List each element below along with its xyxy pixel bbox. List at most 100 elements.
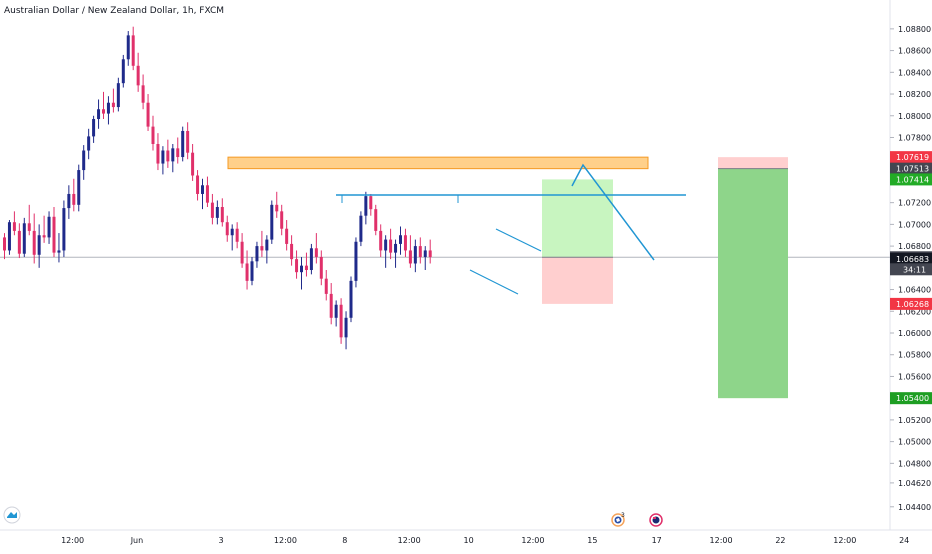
candle-body [92,119,96,137]
price-tick-label: 1.05200 [898,416,931,425]
candle-body [171,148,175,162]
candle-body [418,246,422,257]
candle-body [295,259,299,273]
price-badge-label: 1.06268 [896,300,929,309]
candle-body [275,204,279,212]
candle-body [146,102,150,127]
candle-body [161,150,165,164]
candle-body [230,228,234,236]
candle-body [408,250,412,264]
price-tick-label: 1.06800 [898,242,931,251]
candle-body [250,261,254,281]
candle-body [413,246,417,264]
candle-body [102,109,105,114]
candle-body [210,202,214,218]
candle-body [205,185,209,203]
wedge-lower-line[interactable] [469,269,519,295]
time-tick-label: 15 [587,536,597,545]
candle-body [220,207,224,223]
candle-body [151,126,155,144]
price-tick-label: 1.07000 [898,220,931,229]
time-tick-label: 12:00 [398,536,421,545]
candle-body [196,175,200,194]
price-tick-label: 1.08200 [898,90,931,99]
price-tick-label: 1.08600 [898,47,931,56]
resistance-zone[interactable] [227,156,649,170]
target-position-profit-zone[interactable] [718,168,788,399]
candle-body [399,235,402,244]
price-badge [890,252,932,265]
candle-body [290,243,294,260]
price-badge-label: 1.07619 [896,153,929,162]
trend-lines-layer[interactable] [336,163,686,295]
candle-body [12,222,16,231]
price-tick-label: 1.06200 [898,307,931,316]
candle-body [201,185,204,194]
candle-body [319,256,323,279]
candle-body [225,222,229,236]
wedge-upper-line[interactable] [495,228,542,252]
candle-body [359,215,363,242]
candle-body [27,223,31,231]
candle-body [354,241,358,281]
candle-body [215,207,219,218]
candle-body [67,193,71,209]
candle-body [379,230,383,251]
candle-body [285,228,289,244]
price-badge [890,392,932,405]
candle-body [52,216,56,253]
candle-body [280,211,284,229]
candle-body [245,263,249,281]
price-tick-label: 1.05000 [898,438,931,447]
price-tick-label: 1.07800 [898,133,931,142]
candle-body [121,59,125,84]
price-tick-label: 1.05800 [898,351,931,360]
candle-body [126,35,130,60]
projected-path-line[interactable] [571,163,655,261]
candle-body [314,248,318,257]
candle-body [403,235,407,251]
tradingview-logo-icon[interactable] [3,506,21,524]
candle-body [309,248,313,270]
price-tick-label: 1.07200 [898,199,931,208]
candles-layer [3,26,432,350]
candle-body [329,293,333,318]
candle-body [384,239,388,251]
candle-body [82,150,86,171]
candle-body [186,130,190,153]
candle-body [324,278,328,294]
candle-body [255,246,259,262]
price-tick-label: 1.04620 [898,479,931,488]
candle-body [77,170,81,205]
candle-body [47,216,51,238]
economic-event-flag-icon[interactable] [649,513,663,527]
price-tick-label: 1.04800 [898,459,931,468]
candle-body [339,304,343,338]
candle-body [7,222,11,251]
position-profit-zone[interactable] [542,179,613,258]
economic-event-earth-icon[interactable] [611,513,625,527]
price-tick-label: 1.06400 [898,286,931,295]
price-badge [890,151,932,164]
candle-body [106,102,110,114]
price-badge-label: 1.05400 [896,394,929,403]
drawing-layer[interactable] [227,156,788,399]
time-tick-label: 12:00 [61,536,84,545]
time-tick-label: 8 [342,536,347,545]
candle-body [72,193,76,205]
candle-body [265,239,269,251]
candle-body [62,208,66,251]
target-position-loss-zone[interactable] [718,157,788,169]
position-loss-zone[interactable] [542,257,613,304]
candle-body [344,317,348,338]
candle-body [191,152,195,176]
candle-body [240,241,244,264]
price-badge-label: 1.07414 [896,175,929,184]
candle-body [141,85,145,103]
price-tick-label: 1.04400 [898,503,931,512]
candle-body [166,150,170,162]
candle-body [181,130,185,158]
time-tick-label: 22 [775,536,785,545]
